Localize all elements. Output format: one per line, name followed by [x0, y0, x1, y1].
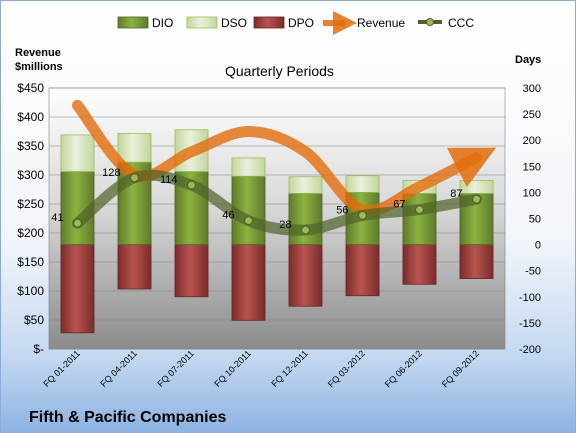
- right-tick-label: 200: [523, 135, 541, 147]
- legend-swatch-dio: [117, 16, 149, 29]
- left-tick-label: $350: [17, 139, 44, 153]
- left-tick-label: $200: [17, 226, 44, 240]
- left-tick-label: $450: [17, 81, 44, 95]
- right-tick-label: 300: [523, 83, 541, 95]
- category-label: FQ 03-2012: [326, 348, 367, 389]
- bar-dio: [288, 193, 323, 245]
- bar-dpo: [174, 244, 209, 298]
- ccc-point: [129, 173, 140, 183]
- ccc-point: [471, 194, 482, 204]
- left-tick-label: $250: [17, 197, 44, 211]
- bar-dso: [117, 133, 152, 163]
- bar-dso: [459, 179, 494, 194]
- legend-swatch-dso: [186, 16, 218, 29]
- legend-label-dpo: DPO: [288, 16, 314, 30]
- bar-dso: [345, 175, 380, 193]
- bar-dio: [402, 193, 437, 245]
- category-labels: FQ 01-2011 FQ 04-2011 FQ 07-2011 FQ 10-2011…: [41, 348, 481, 389]
- ccc-point: [243, 215, 254, 226]
- ccc-data-label: 46: [222, 210, 234, 222]
- bar-dso: [60, 134, 95, 172]
- bar-dpo: [345, 244, 380, 297]
- right-tick-label: 250: [523, 109, 541, 121]
- legend: DIO DSO DPO Revenue CCC: [117, 11, 474, 35]
- ccc-point: [357, 210, 368, 220]
- ccc-data-label: 41: [51, 212, 63, 224]
- legend-swatch-dpo: [253, 16, 285, 29]
- right-tick-label: 50: [529, 214, 541, 226]
- bar-dpo: [402, 244, 437, 285]
- right-tick-label: 100: [523, 187, 541, 199]
- category-label: FQ 12-2011: [269, 348, 310, 389]
- left-tick-label: $100: [17, 284, 44, 298]
- bar-dpo: [231, 244, 266, 321]
- left-tick-label: $400: [17, 110, 44, 124]
- ccc-point: [414, 205, 425, 215]
- right-axis-ticks: -200 -150 -100 -50 0 50 100 150 200 250 300: [519, 83, 541, 356]
- right-tick-label: -100: [519, 292, 541, 304]
- category-label: FQ 07-2011: [155, 348, 196, 389]
- right-tick-label: 150: [523, 161, 541, 173]
- left-tick-label: $-: [33, 342, 44, 356]
- bar-dpo: [459, 244, 494, 279]
- category-label: FQ 06-2012: [383, 348, 424, 389]
- category-label: FQ 04-2011: [98, 348, 139, 389]
- legend-label-ccc: CCC: [448, 16, 474, 30]
- legend-label-dso: DSO: [221, 16, 247, 30]
- ccc-data-label: 128: [102, 167, 120, 179]
- category-label: FQ 10-2011: [212, 348, 253, 389]
- ccc-point: [186, 180, 197, 190]
- right-tick-label: -200: [519, 344, 541, 356]
- left-axis-ticks: $- $50 $100 $150 $200 $250 $300 $350 $400 $450: [17, 81, 44, 356]
- bar-dso: [288, 176, 323, 194]
- bar-dpo: [288, 244, 323, 307]
- category-label: FQ 01-2011: [41, 348, 82, 389]
- left-axis-title-line2: $millions: [15, 61, 63, 73]
- ccc-point: [72, 218, 83, 228]
- ccc-data-label: 67: [393, 199, 405, 211]
- ccc-data-label: 56: [336, 204, 348, 216]
- right-axis-title: Days: [515, 54, 541, 66]
- right-tick-label: 0: [535, 240, 541, 252]
- legend-label-revenue: Revenue: [357, 16, 405, 30]
- left-tick-label: $150: [17, 255, 44, 269]
- bar-dpo: [60, 244, 95, 334]
- ccc-data-label: 114: [160, 174, 178, 186]
- right-tick-label: -50: [525, 266, 541, 278]
- ccc-data-label: 28: [279, 219, 291, 231]
- plot-area: [48, 87, 506, 350]
- chart-title: Quarterly Periods: [225, 63, 334, 79]
- category-label: FQ 09-2012: [440, 348, 481, 389]
- ccc-series: 41 128 114 46 28 56 67 87: [51, 167, 482, 236]
- left-axis-title-line1: Revenue: [15, 47, 61, 59]
- ccc-point: [300, 225, 311, 235]
- left-tick-label: $50: [24, 313, 44, 327]
- left-tick-label: $300: [17, 168, 44, 182]
- legend-marker-ccc: [426, 18, 434, 26]
- ccc-data-label: 87: [450, 188, 462, 200]
- bar-dso: [231, 157, 266, 177]
- right-tick-label: -150: [519, 318, 541, 330]
- legend-label-dio: DIO: [152, 16, 173, 30]
- company-name: Fifth & Pacific Companies: [29, 409, 226, 426]
- bar-dpo: [117, 244, 152, 290]
